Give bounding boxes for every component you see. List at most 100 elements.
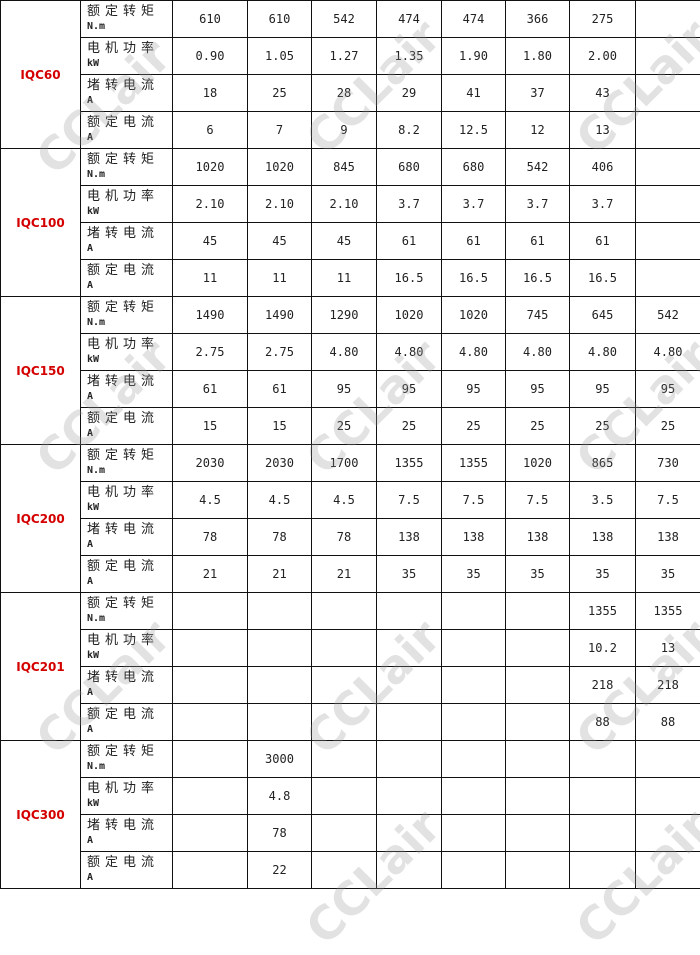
parameter-name: 堵转电流 [87,522,172,537]
value-cell [506,778,570,815]
parameter-unit: A [87,833,172,848]
value-cell [312,815,377,852]
value-cell: 11 [312,260,377,297]
parameter-name: 额定转矩 [87,744,172,759]
value-cell: 95 [636,371,700,408]
value-cell: 542 [312,1,377,38]
value-cell: 1700 [312,445,377,482]
model-label: IQC300 [1,741,81,889]
value-cell: 25 [442,408,506,445]
value-cell: 2.00 [570,38,636,75]
value-cell [442,593,506,630]
parameter-unit: A [87,574,172,589]
parameter-name: 堵转电流 [87,226,172,241]
value-cell [570,778,636,815]
value-cell: 3.7 [442,186,506,223]
value-cell: 37 [506,75,570,112]
value-cell [442,630,506,667]
value-cell [442,778,506,815]
parameter-name: 额定电流 [87,559,172,574]
value-cell: 1020 [248,149,312,186]
value-cell: 1.05 [248,38,312,75]
value-cell: 78 [173,519,248,556]
parameter-unit: A [87,537,172,552]
value-cell: 28 [312,75,377,112]
parameter-unit: N.m [87,167,172,182]
parameter-name: 堵转电流 [87,818,172,833]
value-cell: 95 [377,371,442,408]
value-cell [570,741,636,778]
parameter-unit: N.m [87,463,172,478]
value-cell: 542 [506,149,570,186]
value-cell: 138 [636,519,700,556]
parameter-name: 额定转矩 [87,4,172,19]
value-cell: 41 [442,75,506,112]
value-cell [636,75,700,112]
value-cell [312,852,377,889]
value-cell: 745 [506,297,570,334]
value-cell: 4.80 [442,334,506,371]
value-cell: 13 [570,112,636,149]
value-cell: 680 [442,149,506,186]
value-cell: 6 [173,112,248,149]
value-cell [570,815,636,852]
value-cell [636,112,700,149]
parameter-unit: A [87,389,172,404]
value-cell [377,630,442,667]
model-label: IQC200 [1,445,81,593]
value-cell: 680 [377,149,442,186]
parameter-name: 电机功率 [87,485,172,500]
value-cell: 16.5 [506,260,570,297]
value-cell [377,741,442,778]
value-cell [570,852,636,889]
model-label: IQC100 [1,149,81,297]
parameter-unit: N.m [87,19,172,34]
value-cell: 1490 [173,297,248,334]
value-cell: 3.7 [377,186,442,223]
value-cell: 25 [570,408,636,445]
model-label: IQC60 [1,1,81,149]
value-cell: 35 [377,556,442,593]
value-cell [506,667,570,704]
value-cell: 3.7 [570,186,636,223]
parameter-name: 额定电流 [87,855,172,870]
parameter-name: 额定转矩 [87,448,172,463]
parameter-unit: kW [87,500,172,515]
value-cell: 610 [248,1,312,38]
parameter-name: 电机功率 [87,189,172,204]
value-cell [442,667,506,704]
value-cell: 25 [377,408,442,445]
value-cell [636,778,700,815]
parameter-name: 电机功率 [87,633,172,648]
value-cell: 1355 [570,593,636,630]
parameter-unit: A [87,93,172,108]
value-cell [377,593,442,630]
value-cell: 218 [570,667,636,704]
value-cell [506,741,570,778]
parameter-name: 电机功率 [87,781,172,796]
value-cell: 7.5 [636,482,700,519]
value-cell: 16.5 [377,260,442,297]
value-cell: 35 [636,556,700,593]
value-cell [173,852,248,889]
value-cell: 4.80 [377,334,442,371]
value-cell [173,778,248,815]
value-cell [312,630,377,667]
